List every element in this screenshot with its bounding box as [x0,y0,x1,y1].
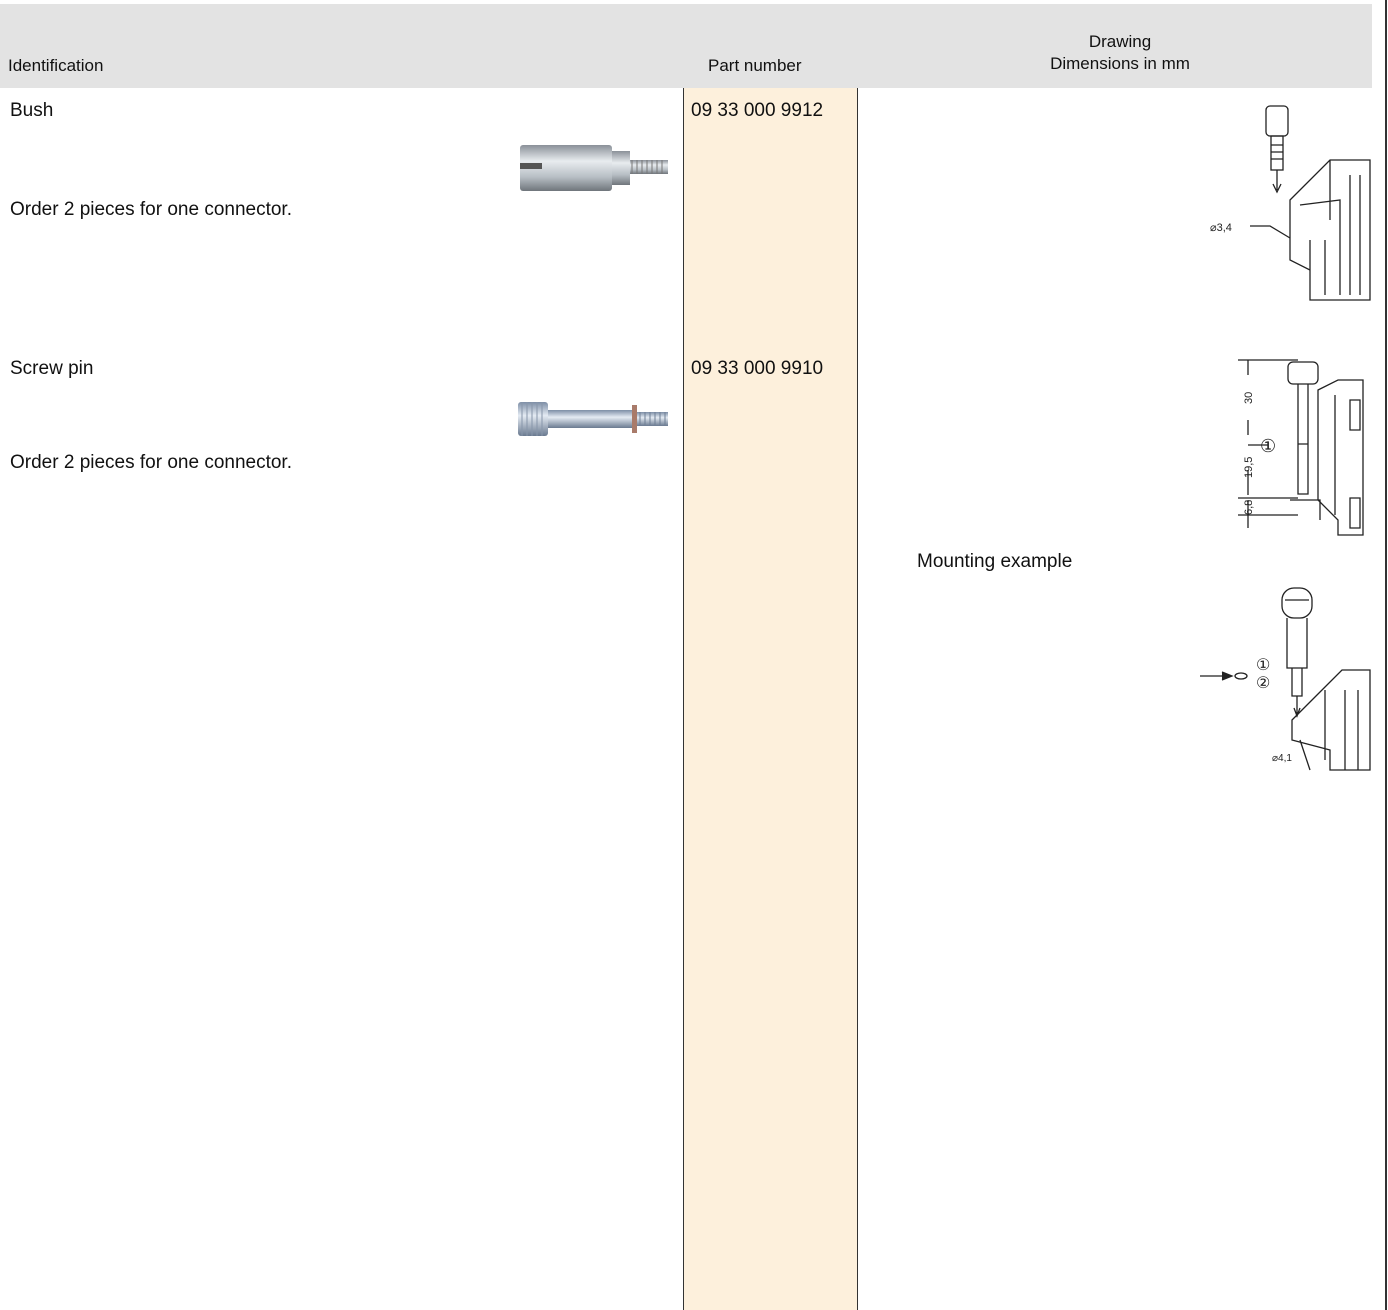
drawing-label: ② [1256,675,1270,692]
header-part-number: Part number [708,56,802,75]
drawing-label: 30 [1243,392,1255,404]
bush-photo [520,145,668,191]
drawing-label: ① [1256,657,1270,674]
item-note: Order 2 pieces for one connector. [10,199,292,220]
part-column [683,88,858,1310]
drawing-label: ⌀4,1 [1272,753,1292,764]
part-number: 09 33 000 9910 [691,358,824,379]
header-identification: Identification [8,56,104,75]
item-name: Screw pin [10,358,94,379]
screw-pin-photo [518,402,668,436]
mounting-caption: Mounting example [917,551,1073,572]
header-drawing: Drawing [1088,32,1152,51]
drawing-label: ① [1260,436,1276,456]
header-dimensions: Dimensions in mm [1050,54,1190,73]
item-name: Bush [10,100,54,121]
header-band [0,4,1372,88]
part-number: 09 33 000 9912 [691,100,824,121]
mounting-drawing [1200,587,1371,771]
drawing-label: ⌀3,4 [1210,222,1232,234]
drawing-label: 6,8 [1243,500,1255,515]
drawing-label: 19,5 [1243,457,1255,478]
right-border [1385,0,1387,1310]
bush-drawing [1250,105,1371,301]
item-note: Order 2 pieces for one connector. [10,452,292,473]
screw-pin-drawing [1238,359,1364,536]
